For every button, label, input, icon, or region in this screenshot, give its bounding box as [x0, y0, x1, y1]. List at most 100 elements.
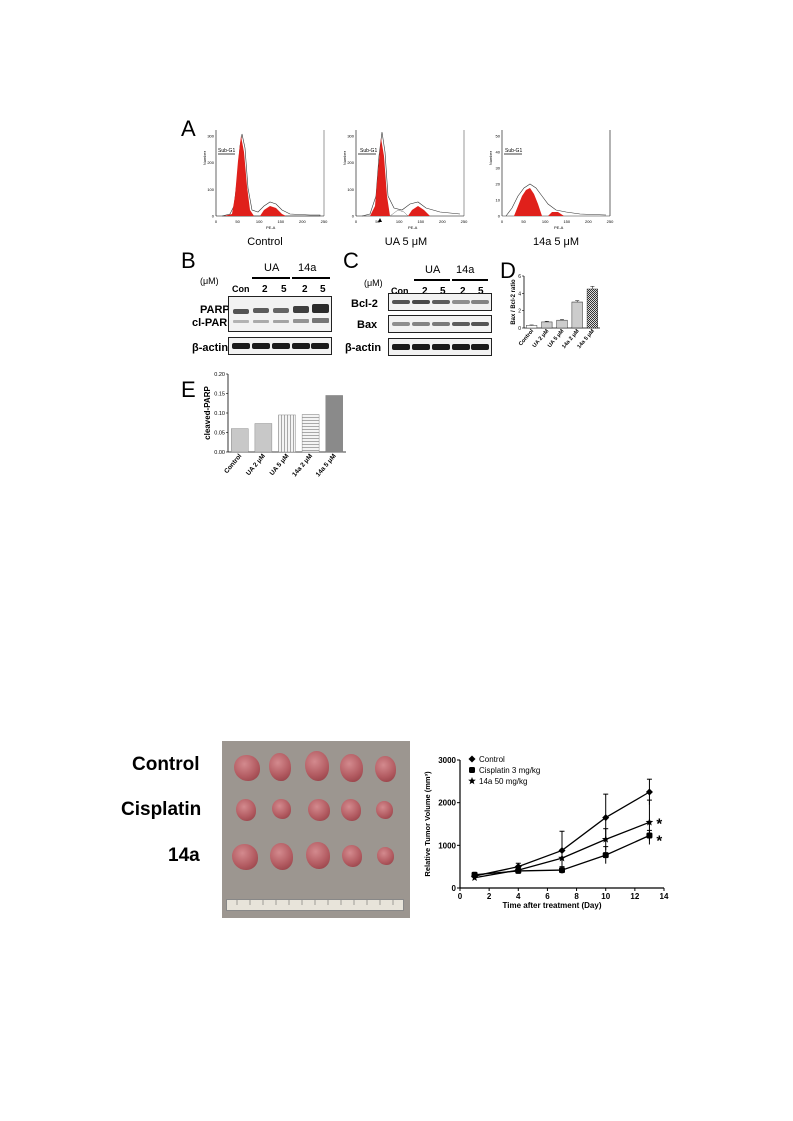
- legend-label-3: 14a 50 mg/kg: [479, 777, 527, 786]
- y-axis-label: Number: [488, 150, 493, 165]
- y-axis-label: cleaved-PARP: [203, 386, 212, 440]
- x-axis-label-14a: PE-A: [554, 225, 564, 230]
- legend-label-1: Control: [479, 755, 505, 764]
- y-tick-label: 4: [518, 291, 521, 297]
- significance-star-2: *: [656, 833, 662, 850]
- lane-c-5: 5: [478, 286, 484, 297]
- x-tick-label: 6: [545, 892, 550, 901]
- group-label-b-ua: UA: [264, 262, 280, 274]
- y-tick-label: 2000: [438, 799, 456, 808]
- lane-b-3: 5: [281, 284, 287, 295]
- lane-b-1: Con: [232, 284, 250, 294]
- gate-label-ua: Sub-G1: [360, 148, 378, 154]
- lane-b-2: 2: [262, 284, 268, 295]
- y-tick-label: 40: [496, 150, 501, 155]
- x-tick-label: 8: [574, 892, 579, 901]
- series-2-point: [559, 867, 565, 874]
- y-axis-label: Bax / Bcl-2 ratio: [511, 279, 517, 325]
- bar-1: [231, 428, 249, 453]
- y-tick-label: 300: [207, 134, 214, 139]
- unit-label-b: (μM): [200, 276, 219, 286]
- gate-label-14a: Sub-G1: [505, 148, 523, 154]
- panel-label-e: E: [181, 377, 196, 402]
- series-3-point: [558, 854, 566, 862]
- x-tick-label: 0: [458, 892, 463, 901]
- panel-label-d: D: [500, 258, 516, 283]
- y-tick-label: 0.00: [214, 450, 225, 456]
- panel-label-b: B: [181, 248, 196, 273]
- series-2-point: [602, 852, 609, 859]
- flow-histogram-ua: 0 50 100 150 200 250 0 100 200 300 Number: [342, 130, 468, 224]
- blot-b-actin: [228, 337, 332, 355]
- y-tick-label: 0: [452, 884, 457, 893]
- photo-row-label-14a: 14a: [168, 845, 200, 866]
- series-1-point: [602, 814, 610, 822]
- y-axis-label: Number: [342, 150, 347, 165]
- group-label-c-14a: 14a: [456, 264, 475, 276]
- x-tick-label: 50: [235, 219, 240, 224]
- flow-histogram-14a: 0 50 100 150 200 250 0 10 20 30 40 50 Number: [488, 130, 614, 224]
- chart-tumor-volume: 0 1000 2000 3000 0 2 4 6 8 10 12 14 Time after treat…: [423, 755, 669, 910]
- group-label-b-14a: 14a: [298, 262, 317, 274]
- x-tick-label: 250: [461, 219, 468, 224]
- panel-label-a: A: [181, 116, 196, 141]
- blot-b-label-actin: β-actin: [192, 342, 229, 354]
- x-tick-label: 0: [501, 219, 504, 224]
- bar-2: [254, 423, 273, 453]
- x-tick-label: 200: [585, 219, 592, 224]
- x-tick-label: 50: [521, 219, 526, 224]
- blot-b-label-clparp: cl-PARP: [192, 317, 235, 329]
- y-axis-label: Number: [202, 150, 207, 165]
- x-tick-label: Control: [223, 453, 243, 475]
- blot-c-label-bax: Bax: [357, 319, 378, 331]
- series-3-point: [645, 818, 654, 826]
- x-tick-label: UA 5 μM: [269, 453, 291, 477]
- blot-b-parp: [228, 296, 332, 332]
- y-tick-label: 2: [518, 309, 521, 315]
- x-tick-label: 200: [299, 219, 306, 224]
- y-tick-label: 6: [518, 274, 521, 280]
- y-tick-label: 0.15: [214, 392, 225, 398]
- bar-4: [571, 301, 583, 329]
- y-tick-label: 0.20: [214, 372, 225, 378]
- x-tick-label: 250: [321, 219, 328, 224]
- y-tick-label: 0: [352, 214, 355, 219]
- series-3-point: [601, 835, 610, 843]
- x-tick-label: 0: [355, 219, 358, 224]
- legend-marker-1: [468, 755, 476, 763]
- flow-histogram-control: 0 50 100 150 200 250 0 100 200 300 Number: [202, 130, 328, 224]
- y-tick-label: 200: [207, 160, 214, 165]
- x-tick-label: 12: [630, 892, 639, 901]
- y-tick-label: 100: [207, 187, 214, 192]
- bar-2: [541, 321, 553, 329]
- x-tick-label: UA 2 μM: [245, 453, 267, 477]
- x-tick-label: 10: [601, 892, 610, 901]
- x-tick-label: 4: [516, 892, 521, 901]
- group-line-b-ua: [252, 277, 290, 279]
- group-line-b-14a: [292, 277, 330, 279]
- y-tick-label: 0: [518, 326, 521, 332]
- x-tick-label: 14a 2 μM: [291, 453, 314, 479]
- y-tick-label: 0.05: [214, 431, 225, 437]
- legend-marker-2: [469, 767, 475, 773]
- bar-5: [586, 288, 598, 329]
- tumor-photo: [222, 741, 410, 918]
- group-line-c-ua: [414, 279, 450, 281]
- y-tick-label: 300: [347, 134, 354, 139]
- unit-label-c: (μM): [364, 278, 383, 288]
- x-tick-label: 100: [396, 219, 403, 224]
- blot-c-label-bcl2: Bcl-2: [351, 298, 378, 310]
- photo-row-label-cisplatin: Cisplatin: [121, 799, 202, 820]
- legend-label-2: Cisplatin 3 mg/kg: [479, 766, 540, 775]
- y-tick-label: 200: [347, 160, 354, 165]
- x-tick-label: 250: [607, 219, 614, 224]
- blot-c-actin: [388, 338, 492, 356]
- y-tick-label: 1000: [438, 841, 456, 850]
- caption-control: Control: [247, 236, 283, 248]
- y-tick-label: 20: [496, 182, 501, 187]
- panel-label-c: C: [343, 248, 359, 273]
- blot-c-bcl2: [388, 293, 492, 311]
- x-tick-label: 150: [563, 219, 570, 224]
